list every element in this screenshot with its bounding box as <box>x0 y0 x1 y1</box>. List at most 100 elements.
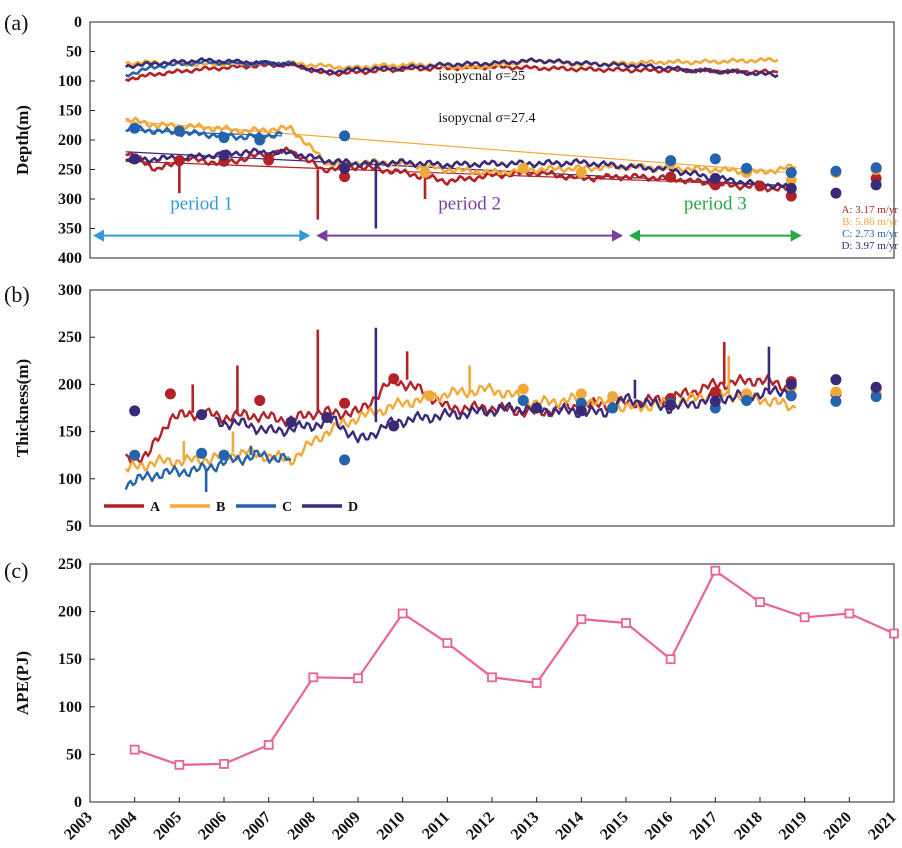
ytick-label: 150 <box>58 103 82 120</box>
depth-dot-d <box>339 162 351 174</box>
trend-rate-0: A: 3.17 m/yr <box>841 204 898 216</box>
thickness-dot-d <box>665 399 677 411</box>
thickness-dot-a <box>709 386 721 398</box>
xtick-label: 2016 <box>642 809 677 844</box>
panel-a-yticks: 0 50 100 150 200 250 300 350 400 <box>58 14 95 267</box>
ytick-label: 150 <box>58 651 82 668</box>
thickness-dot-a <box>254 394 266 406</box>
depth-line-c-lower <box>125 125 283 141</box>
ytick-label: 50 <box>66 518 82 535</box>
thickness-dot-d <box>830 374 842 386</box>
depth-line-b-upper <box>125 57 779 71</box>
legend: A B C D <box>95 492 377 518</box>
xtick-label: 2021 <box>865 809 900 844</box>
depth-dot-c <box>785 166 797 178</box>
panel-b-series <box>124 327 797 508</box>
ape-marker <box>531 678 542 688</box>
ape-marker <box>129 744 140 755</box>
thickness-dot-d <box>285 416 297 428</box>
depth-dot-a <box>339 171 351 183</box>
thickness-dot-b <box>517 383 529 395</box>
panel-a-series <box>124 57 797 229</box>
depth-dot-b <box>517 162 529 174</box>
trend-rate-1: B: 5.86 m/yr <box>842 216 898 228</box>
depth-dot-c <box>339 130 351 142</box>
xtick-label: 2008 <box>285 809 320 844</box>
period-arrow-head <box>316 229 328 242</box>
panel-c-series <box>129 565 899 770</box>
depth-dot-b <box>575 166 587 178</box>
xtick-label: 2019 <box>776 809 811 844</box>
ytick-label: 100 <box>58 471 82 488</box>
period-arrows: period 1 period 2 period 3 <box>93 194 802 242</box>
panel-c-yticks: 0 50 100 150 200 250 <box>58 556 95 811</box>
ape-marker <box>710 565 721 576</box>
annotation-isopycnal-25: isopycnal σ=25 <box>438 69 525 84</box>
ape-marker <box>353 673 363 684</box>
depth-dot-c <box>173 125 185 137</box>
xtick-label: 2003 <box>61 809 96 844</box>
thickness-dot-d <box>388 420 400 432</box>
thickness-dot-d <box>321 411 333 423</box>
depth-line-d-lower <box>125 147 797 191</box>
xtick-label: 2018 <box>731 809 766 844</box>
xtick-label: 2005 <box>151 809 186 844</box>
panel-a-frame <box>89 21 895 259</box>
xtick-label: 2004 <box>106 809 141 844</box>
thickness-line-c <box>124 449 292 491</box>
period-label: period 3 <box>684 194 747 215</box>
depth-dot-c <box>665 155 677 167</box>
panel-c-ape: (c) APE(PJ) 0 50 100 150 200 250 2003 2004 2005… <box>4 556 900 843</box>
thickness-dot-d <box>129 405 141 417</box>
panel-b-ylabel: Thickness(m) <box>13 359 32 457</box>
depth-line-a-lower <box>125 146 797 193</box>
ytick-label: 350 <box>58 221 82 238</box>
ytick-label: 200 <box>58 604 82 621</box>
depth-dot-d <box>709 172 721 184</box>
xtick-label: 2012 <box>463 809 498 844</box>
thickness-dot-d <box>870 381 882 393</box>
xtick-label: 2006 <box>195 809 230 844</box>
ytick-label: 400 <box>58 250 82 267</box>
thickness-dot-d <box>575 405 587 417</box>
panel-b-label: (b) <box>4 282 30 307</box>
thickness-dot-c <box>870 391 882 403</box>
ytick-label: 0 <box>74 14 82 31</box>
ytick-label: 100 <box>58 699 82 716</box>
depth-dot-c <box>129 122 141 134</box>
panel-b-thickness: (b) Thickness(m) 50 100 150 200 250 300 A B C D <box>4 282 895 535</box>
panel-a-ylabel: Depth(m) <box>13 105 32 175</box>
thickness-dot-c <box>339 454 351 466</box>
ape-line <box>134 569 895 767</box>
depth-dot-d <box>218 149 230 161</box>
thickness-dot-c <box>129 449 141 461</box>
thickness-dot-b <box>607 391 619 403</box>
depth-dot-d <box>830 187 842 199</box>
period-label: period 2 <box>438 194 501 215</box>
thickness-dot-b <box>830 386 842 398</box>
thickness-dot-d <box>531 402 543 414</box>
panel-a-label: (a) <box>4 10 28 35</box>
panel-b-frame <box>89 289 895 527</box>
ape-marker <box>576 614 587 625</box>
ytick-label: 0 <box>74 794 82 811</box>
xtick-label: 2009 <box>329 809 364 844</box>
thickness-dot-c <box>785 390 797 402</box>
depth-dot-a <box>665 171 677 183</box>
panel-c-xticks: 2003 2004 2005 2006 2007 2008 2009 2010 2011 2012… <box>61 797 900 843</box>
panel-c-ylabel: APE(PJ) <box>13 651 32 715</box>
period-arrow-head <box>612 229 623 242</box>
trend-rate-3: D: 3.97 m/yr <box>841 240 898 252</box>
panel-c-frame <box>89 563 895 803</box>
thickness-dot-c <box>741 394 753 406</box>
depth-dot-a <box>263 154 275 166</box>
depth-line-d-upper <box>124 57 779 79</box>
ape-marker <box>219 759 229 769</box>
ape-marker <box>665 654 676 665</box>
legend-label-d: D <box>348 500 358 515</box>
thickness-dot-d <box>785 378 797 390</box>
ytick-label: 200 <box>58 376 82 393</box>
period-arrow-head <box>790 229 802 242</box>
period-arrow-head <box>299 229 311 242</box>
